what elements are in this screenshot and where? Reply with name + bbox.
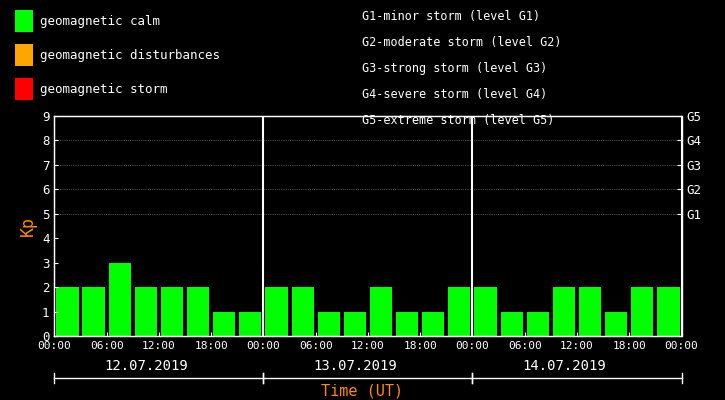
Bar bbox=[83, 287, 104, 336]
Bar bbox=[370, 287, 392, 336]
Bar bbox=[474, 287, 497, 336]
Text: geomagnetic disturbances: geomagnetic disturbances bbox=[40, 48, 220, 62]
Bar bbox=[57, 287, 78, 336]
Bar bbox=[318, 312, 340, 336]
Text: G3-strong storm (level G3): G3-strong storm (level G3) bbox=[362, 62, 548, 75]
Bar bbox=[448, 287, 471, 336]
Bar bbox=[422, 312, 444, 336]
Bar bbox=[239, 312, 262, 336]
Bar bbox=[291, 287, 314, 336]
Bar bbox=[631, 287, 653, 336]
Bar bbox=[500, 312, 523, 336]
Y-axis label: Kp: Kp bbox=[18, 216, 36, 236]
Bar bbox=[265, 287, 288, 336]
Bar bbox=[579, 287, 601, 336]
Bar bbox=[135, 287, 157, 336]
Bar bbox=[213, 312, 236, 336]
Text: G4-severe storm (level G4): G4-severe storm (level G4) bbox=[362, 88, 548, 101]
Bar bbox=[396, 312, 418, 336]
Bar bbox=[109, 263, 130, 336]
Bar bbox=[605, 312, 627, 336]
Bar bbox=[526, 312, 549, 336]
Text: 12.07.2019: 12.07.2019 bbox=[104, 359, 188, 373]
Text: G1-minor storm (level G1): G1-minor storm (level G1) bbox=[362, 10, 541, 23]
Bar bbox=[658, 287, 679, 336]
Text: geomagnetic calm: geomagnetic calm bbox=[40, 14, 160, 28]
Bar bbox=[552, 287, 575, 336]
Text: G5-extreme storm (level G5): G5-extreme storm (level G5) bbox=[362, 114, 555, 127]
Bar bbox=[187, 287, 210, 336]
Text: 14.07.2019: 14.07.2019 bbox=[522, 359, 606, 373]
Bar bbox=[344, 312, 366, 336]
Text: geomagnetic storm: geomagnetic storm bbox=[40, 82, 167, 96]
Text: G2-moderate storm (level G2): G2-moderate storm (level G2) bbox=[362, 36, 562, 49]
Bar bbox=[161, 287, 183, 336]
Text: Time (UT): Time (UT) bbox=[321, 383, 404, 398]
Text: 13.07.2019: 13.07.2019 bbox=[313, 359, 397, 373]
